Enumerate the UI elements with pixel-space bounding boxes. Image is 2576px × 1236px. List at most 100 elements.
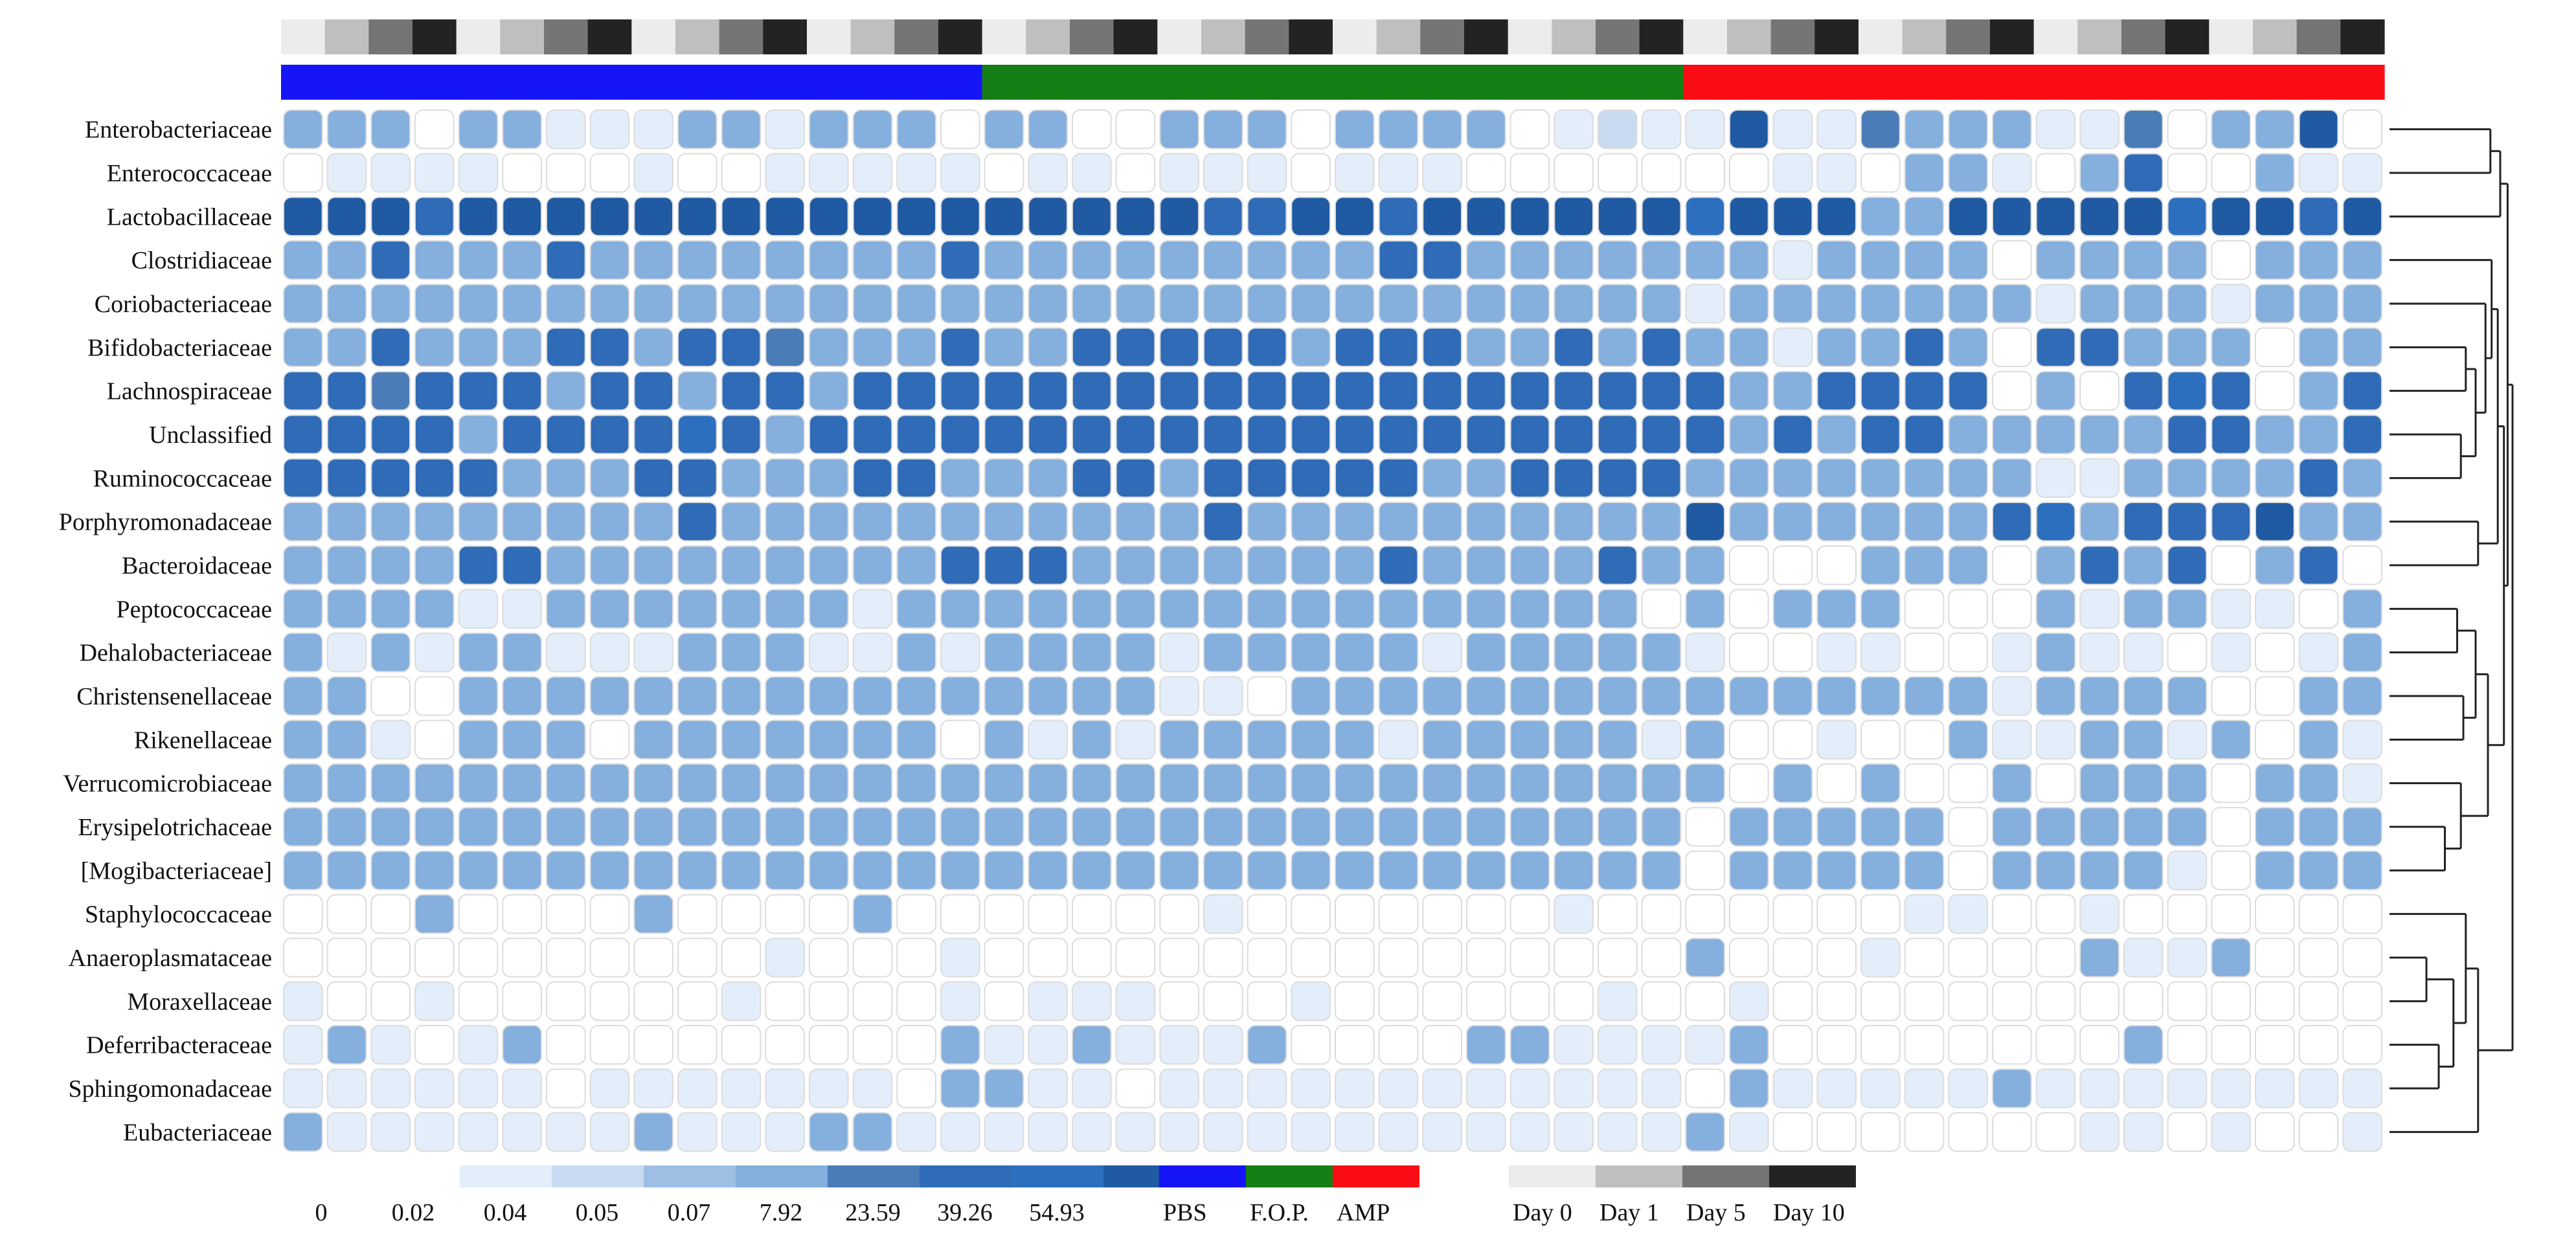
heatmap-cell [1948,371,1988,411]
day-annotation-cell [2253,19,2298,54]
heatmap-cell [1159,327,1200,367]
heatmap-cell [1422,763,1462,803]
heatmap-cell [896,1025,937,1065]
heatmap-cell [1904,414,1945,455]
heatmap-cell [721,807,762,847]
heatmap-cell [1028,196,1068,236]
heatmap-cell [2035,371,2076,411]
heatmap-cell [1598,458,1638,499]
heatmap-cell [1641,719,1682,759]
heatmap-cell [940,807,980,847]
heatmap-cell [1729,1112,1769,1152]
heatmap-cell [546,589,586,629]
heatmap-cell [852,240,893,280]
heatmap-cell [1554,981,1594,1021]
heatmap-cell [414,240,455,280]
heatmap-cell [502,371,542,411]
heatmap-cell [633,502,673,542]
heatmap-cell [414,502,455,542]
heatmap-cell [502,763,542,803]
heatmap-cell [1554,807,1594,847]
heatmap-cell [2167,545,2208,585]
heatmap-cell [1554,371,1594,411]
heatmap-cell [1729,414,1769,455]
day-annotation-cell [1508,19,1552,54]
heatmap-cell [940,240,980,280]
heatmap-cell [2167,327,2208,367]
heatmap-cell [1860,414,1901,455]
heatmap-cell [852,850,893,890]
heatmap-cell [1948,1068,1988,1108]
heatmap-cell [1554,196,1594,236]
heatmap-cell [283,981,323,1021]
heatmap-cell [1860,1025,1901,1065]
heatmap-cell [940,545,980,585]
heatmap-cell [326,371,367,411]
heatmap-cell [1948,850,1988,890]
heatmap-cell [1247,938,1287,978]
heatmap-cell [1992,153,2032,193]
heatmap-cell [1948,414,1988,455]
day-annotation-cell [2077,19,2122,54]
heatmap-cell [1554,676,1594,716]
heatmap-cell [1072,850,1112,890]
day-annotation-cell [281,19,326,54]
heatmap-cell [984,807,1024,847]
heatmap-cell [546,545,586,585]
heatmap-cell [1159,458,1200,499]
heatmap-cell [458,458,499,499]
heatmap-cell [283,371,323,411]
heatmap-cell [2255,807,2295,847]
heatmap-cell [1992,109,2032,150]
heatmap-cell [2123,284,2164,324]
day-annotation-cell [938,19,983,54]
heatmap-cell [2167,633,2208,673]
heatmap-cell [1598,153,1638,193]
heatmap-cell [1159,807,1200,847]
heatmap-cell [633,153,673,193]
heatmap-cell [1948,327,1988,367]
heatmap-cell [852,1112,893,1152]
heatmap-cell [633,196,673,236]
heatmap-cell [2035,458,2076,499]
heatmap-cell [2079,633,2119,673]
heatmap-cell [633,894,673,934]
heatmap-cell [1904,1112,1945,1152]
row-label: [Mogibacteriaceae] [81,857,272,884]
heatmap-cell [721,371,762,411]
heatmap-cell [2255,676,2295,716]
group-annotation-cell [1420,65,1465,100]
heatmap-cell [2211,284,2251,324]
heatmap-cell [1641,545,1682,585]
heatmap-cell [1028,1025,1068,1065]
heatmap-cell [1860,850,1901,890]
heatmap-cell [1247,327,1287,367]
heatmap-cell [2123,414,2164,455]
heatmap-cell [984,371,1024,411]
heatmap-cell [1072,109,1112,150]
heatmap-cell [809,196,849,236]
heatmap-cell [1291,196,1331,236]
day-annotation-cell [1990,19,2035,54]
heatmap-cell [1115,545,1156,585]
heatmap-cell [2255,981,2295,1021]
heatmap-cell [458,807,499,847]
heatmap-cell [1772,1025,1813,1065]
heatmap-cell [1904,633,1945,673]
heatmap-cell [1422,414,1462,455]
heatmap-cell [1115,719,1156,759]
heatmap-cell [721,1068,762,1108]
heatmap-cell [1816,109,1857,150]
group-annotation-cell [807,65,852,100]
heatmap-cell [1028,676,1068,716]
heatmap-cell [414,894,455,934]
heatmap-cell [984,284,1024,324]
heatmap-cell [1072,676,1112,716]
heatmap-cell [677,1068,717,1108]
group-annotation-cell [719,65,763,100]
heatmap-cell [589,153,630,193]
heatmap-cell [326,327,367,367]
heatmap-cell [326,850,367,890]
